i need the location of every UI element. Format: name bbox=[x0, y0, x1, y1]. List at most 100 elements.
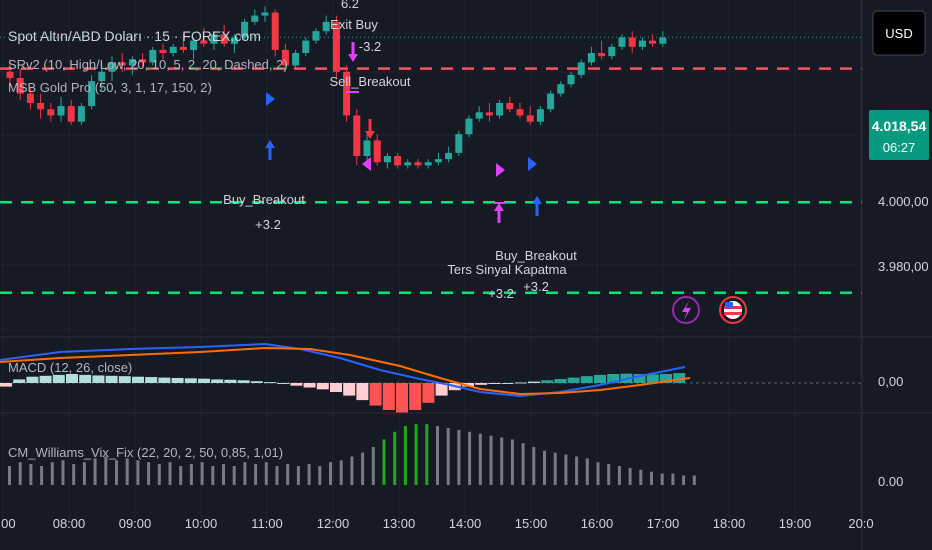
time-axis-label: 20:0 bbox=[848, 516, 873, 531]
macd-histogram-bar bbox=[435, 383, 448, 396]
annotation-exit-buy-value: -3.2 bbox=[359, 39, 381, 54]
annotation-buy-breakout-1-value: +3.2 bbox=[255, 217, 281, 232]
current-price-label: 4.018,54 bbox=[872, 118, 927, 134]
candle-body bbox=[210, 34, 218, 44]
vix-bar bbox=[628, 467, 632, 485]
annotation-sell-breakout: Sell_Breakout bbox=[330, 74, 411, 89]
vix-bar bbox=[40, 466, 44, 485]
macd-histogram-bar bbox=[343, 383, 356, 396]
candlestick-series bbox=[6, 6, 667, 169]
price-level-label: 4.000,00 bbox=[878, 194, 929, 209]
vix-bar bbox=[254, 464, 258, 485]
macd-histogram-bar bbox=[66, 374, 78, 383]
candle-body bbox=[394, 156, 402, 166]
vix-bar bbox=[543, 450, 546, 485]
time-axis-label: 16:00 bbox=[581, 516, 614, 531]
flag-marker-icon bbox=[496, 163, 505, 177]
candle-body bbox=[373, 140, 381, 163]
vix-bar bbox=[660, 473, 664, 485]
candle-body bbox=[516, 109, 524, 116]
indicator-srv2-label[interactable]: SRv2 (10, High/Low, 20, 10, 5, 2, 20, Da… bbox=[8, 57, 288, 72]
candle-body bbox=[190, 40, 198, 50]
price-level-label: 3.980,00 bbox=[878, 259, 929, 274]
candle-body bbox=[445, 152, 453, 160]
macd-label[interactable]: MACD (12, 26, close) bbox=[8, 360, 132, 375]
candle-body bbox=[618, 37, 626, 47]
time-axis-label: 7:00 bbox=[0, 516, 16, 531]
candle-body bbox=[332, 21, 340, 72]
candle-body bbox=[322, 21, 330, 32]
candle-body bbox=[77, 106, 85, 122]
indicator-msb-label[interactable]: MSB Gold Pro (50, 3, 1, 17, 150, 2) bbox=[8, 80, 212, 95]
macd-histogram-bar bbox=[0, 383, 12, 387]
flag-marker-icon bbox=[528, 157, 537, 171]
macd-histogram-bar bbox=[646, 374, 659, 383]
vix-bar bbox=[650, 471, 653, 485]
macd-histogram-bar bbox=[567, 377, 580, 383]
candle-body bbox=[526, 115, 534, 122]
candle-body bbox=[363, 140, 371, 157]
vix-bar bbox=[446, 428, 450, 485]
candle-body bbox=[659, 37, 667, 44]
candle-body bbox=[261, 12, 269, 16]
macd-histogram-bar bbox=[396, 383, 408, 413]
macd-pane bbox=[0, 342, 862, 413]
current-price-badge: 4.018,54 06:27 bbox=[869, 110, 929, 160]
macd-histogram-bar bbox=[132, 376, 144, 383]
candle-body bbox=[37, 102, 45, 110]
time-axis-label: 15:00 bbox=[515, 516, 548, 531]
vix-bar bbox=[243, 462, 247, 485]
countdown-label: 06:27 bbox=[883, 140, 916, 155]
macd-histogram-bar bbox=[198, 378, 210, 383]
candle-body bbox=[88, 81, 96, 107]
candle-body bbox=[6, 71, 14, 79]
time-axis-label: 10:00 bbox=[185, 516, 218, 531]
vix-bar bbox=[585, 458, 589, 485]
vix-bar bbox=[29, 464, 33, 485]
vix-bar bbox=[596, 462, 600, 485]
vix-bar bbox=[296, 466, 300, 485]
annotation-top-cut: 6.2 bbox=[341, 0, 359, 11]
macd-histogram-bar bbox=[409, 383, 422, 410]
vix-bar bbox=[8, 466, 11, 485]
vix-bar bbox=[136, 460, 140, 485]
candle-body bbox=[649, 40, 657, 44]
macd-histogram-bar bbox=[52, 374, 65, 383]
candle-body bbox=[149, 49, 157, 63]
time-axis-label: 09:00 bbox=[119, 516, 152, 531]
candle-body bbox=[424, 162, 432, 166]
lightning-event-icon[interactable] bbox=[672, 296, 700, 324]
vix-bar bbox=[200, 462, 204, 485]
candle-body bbox=[404, 162, 412, 166]
currency-button[interactable]: USD bbox=[872, 10, 926, 56]
macd-line bbox=[0, 342, 686, 398]
annotation-buy-breakout-2-value: +3.2 bbox=[523, 279, 549, 294]
vix-bar bbox=[115, 460, 118, 485]
buy-arrow-icon bbox=[494, 203, 504, 223]
candle-body bbox=[281, 49, 289, 66]
macd-histogram-bar bbox=[541, 380, 554, 383]
vix-bar bbox=[361, 452, 365, 485]
vix-bar bbox=[350, 456, 354, 485]
candle-body bbox=[16, 78, 24, 94]
us-flag-event-icon[interactable] bbox=[719, 296, 747, 324]
vix-bar bbox=[403, 426, 407, 485]
vix-bar bbox=[510, 439, 514, 485]
symbol-title[interactable]: Spot Altın/ABD Doları · 15 · FOREX.com bbox=[8, 28, 261, 44]
buy-arrow-icon bbox=[265, 140, 275, 160]
time-axis[interactable]: 7:00 08:00 09:00 10:00 11:00 12:00 13:00 14:00 1… bbox=[0, 516, 874, 531]
vix-label[interactable]: CM_Williams_Vix_Fix (22, 20, 2, 50, 0,85… bbox=[8, 445, 283, 460]
vix-bar bbox=[82, 462, 86, 485]
candle-body bbox=[383, 156, 391, 163]
candle-body bbox=[271, 12, 279, 50]
macd-histogram-bar bbox=[26, 376, 39, 383]
vix-bar bbox=[393, 431, 397, 485]
macd-histogram-bar bbox=[316, 383, 329, 390]
vix-bar bbox=[682, 475, 686, 485]
vix-bar bbox=[425, 424, 429, 485]
annotation-buy-breakout-1: Buy_Breakout bbox=[223, 192, 305, 207]
vix-bar bbox=[179, 466, 183, 485]
candle-body bbox=[159, 49, 167, 54]
macd-histogram-bar bbox=[528, 381, 540, 383]
